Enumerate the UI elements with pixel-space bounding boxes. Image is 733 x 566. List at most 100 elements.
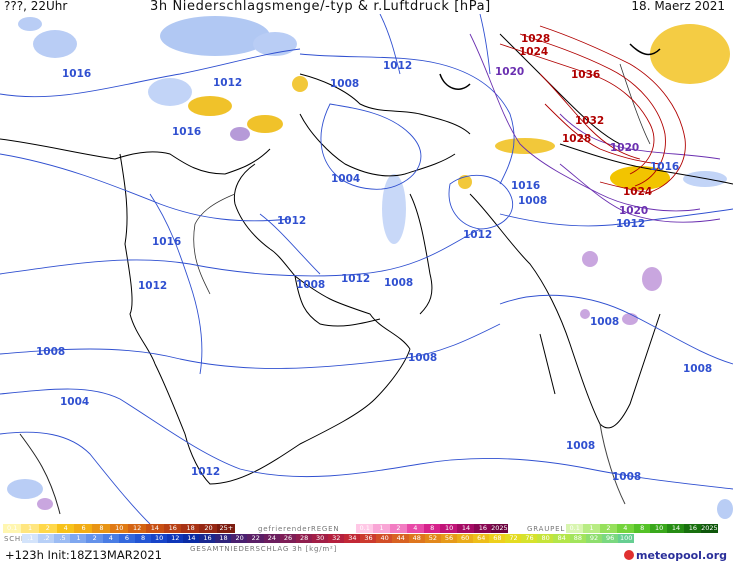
logo-icon — [624, 550, 634, 560]
isobar-label: 1008 — [518, 195, 547, 207]
isobar-label: 1008 — [408, 352, 437, 364]
legend-swatch: 2 — [38, 524, 58, 533]
isobar-label: 1020 — [619, 205, 648, 217]
legend-swatch: 48 — [408, 534, 426, 543]
isobar-label: 1020 — [495, 66, 524, 78]
isobar-label: 1012 — [138, 280, 167, 292]
isobar-label: 1008 — [683, 363, 712, 375]
legend-swatch: 64 — [472, 534, 490, 543]
legend-swatch: 36 — [360, 534, 377, 543]
freezing-rain-label: gefrierenderREGEN — [258, 525, 340, 533]
isobar-label: 1004 — [331, 173, 360, 185]
legend-swatch: 1 — [70, 534, 87, 543]
isobar-label: 1012 — [277, 215, 306, 227]
legend-swatch: 28 — [295, 534, 313, 543]
isobar-label: 1008 — [590, 316, 619, 328]
legend-swatch: 32 — [328, 534, 345, 543]
legend-swatch: 20 — [231, 534, 248, 543]
legend-swatch: .1 — [22, 534, 39, 543]
legend-swatch: 10 — [650, 524, 668, 533]
precipitation-areas — [7, 16, 733, 519]
brand-logo: meteopool.org — [624, 549, 727, 562]
isobar-label: 1032 — [575, 115, 604, 127]
isobar-label: 1028 — [521, 33, 550, 45]
isobars-blue — [0, 14, 733, 524]
legend-swatch: 16 — [163, 524, 182, 533]
isobar-label: 1008 — [566, 440, 595, 452]
legend-swatch: 25+ — [217, 524, 236, 533]
legend-swatch: 80 — [537, 534, 554, 543]
header-bar: ???, 22Uhr 3h Niederschlagsmenge/-typ & … — [0, 0, 733, 14]
legend-swatch: 76 — [521, 534, 538, 543]
graupel-label: GRAUPEL — [527, 525, 566, 533]
legend-swatch: 18 — [181, 524, 200, 533]
isobar-label: 1012 — [616, 218, 645, 230]
legend-swatch: 10 — [440, 524, 458, 533]
legend-swatch: 22 — [247, 534, 265, 543]
legend-swatch: .5 — [54, 534, 71, 543]
legend-swatch: 2 — [86, 534, 103, 543]
isobar-label: 1016 — [62, 68, 91, 80]
legend-swatch: 30 — [311, 534, 329, 543]
isobar-label: 1012 — [463, 229, 492, 241]
legend-swatch: 4 — [406, 524, 425, 533]
legend-swatch: 0.1 — [566, 524, 584, 533]
legend-swatch: 88 — [569, 534, 587, 543]
legend-swatch: 14 — [145, 524, 165, 533]
isobar-label: 1008 — [36, 346, 65, 358]
legend-swatch: 10 — [150, 534, 168, 543]
legend-swatch: 40 — [376, 534, 393, 543]
legend-swatch: 44 — [392, 534, 409, 543]
legend-swatch: 4 — [102, 534, 120, 543]
legend-swatch: 1 — [372, 524, 391, 533]
legend-swatch: 4 — [616, 524, 635, 533]
legend-swatch: 96 — [601, 534, 619, 543]
legend-swatch: 2025+ — [701, 524, 719, 533]
legend-swatch: .2 — [38, 534, 55, 543]
isobar-label: 1016 — [511, 180, 540, 192]
rain-scale: 0.1 1 2 4 6 8 10 12 14 16 18 20 25+ — [3, 524, 236, 534]
brand-name: meteopool.org — [636, 549, 727, 562]
legend-swatch: 8 — [423, 524, 441, 533]
isobar-label: 1036 — [571, 69, 600, 81]
legend-swatch: 2 — [389, 524, 408, 533]
isobars-red — [499, 25, 686, 195]
legend: 0.1 1 2 4 6 8 10 12 14 16 18 20 25+ SCHNEE gefrieren… — [0, 524, 733, 566]
legend-swatch: 72 — [505, 534, 522, 543]
isobar-label: 1008 — [296, 279, 325, 291]
legend-swatch: 60 — [456, 534, 474, 543]
legend-swatch: 24 — [263, 534, 281, 543]
legend-swatch: 0.1 — [3, 524, 22, 533]
isobar-label: 1016 — [650, 161, 679, 173]
legend-swatch: 14 — [457, 524, 475, 533]
legend-swatch: 2 — [599, 524, 618, 533]
isobar-labels: 1016 1012 1016 1012 1008 1004 1012 1016 … — [36, 33, 712, 483]
legend-swatch: 8 — [633, 524, 651, 533]
coastlines — [0, 33, 733, 515]
legend-swatch: 14 — [667, 524, 685, 533]
total-precip-scale: .1.2.5 1 2 4 6 8 10 12 14 16 18 20 22 24 26 28 30 32 34 36 4… — [22, 534, 635, 544]
legend-swatch: 8 — [134, 534, 152, 543]
legend-swatch: 52 — [424, 534, 442, 543]
legend-swatch: 16 — [684, 524, 702, 533]
isobar-label: 1024 — [519, 46, 548, 58]
legend-swatch: 2025+ — [491, 524, 509, 533]
legend-swatch: 16 — [474, 524, 492, 533]
legend-swatch: 1 — [582, 524, 601, 533]
isobar-label: 1016 — [172, 126, 201, 138]
legend-swatch: 12 — [127, 524, 147, 533]
isobar-label: 1004 — [60, 396, 89, 408]
total-precip-label: GESAMTNIEDERSCHLAG 3h [kg/m²] — [190, 545, 338, 553]
isobar-label: 1008 — [384, 277, 413, 289]
legend-swatch: 10 — [110, 524, 129, 533]
legend-swatch: 100 — [617, 534, 635, 543]
isobar-label: 1012 — [213, 77, 242, 89]
isobar-label: 1024 — [623, 186, 652, 198]
legend-swatch: 20 — [199, 524, 218, 533]
legend-swatch: 26 — [279, 534, 297, 543]
legend-swatch: 56 — [440, 534, 458, 543]
legend-swatch: 68 — [489, 534, 506, 543]
isobar-label: 1028 — [562, 133, 591, 145]
